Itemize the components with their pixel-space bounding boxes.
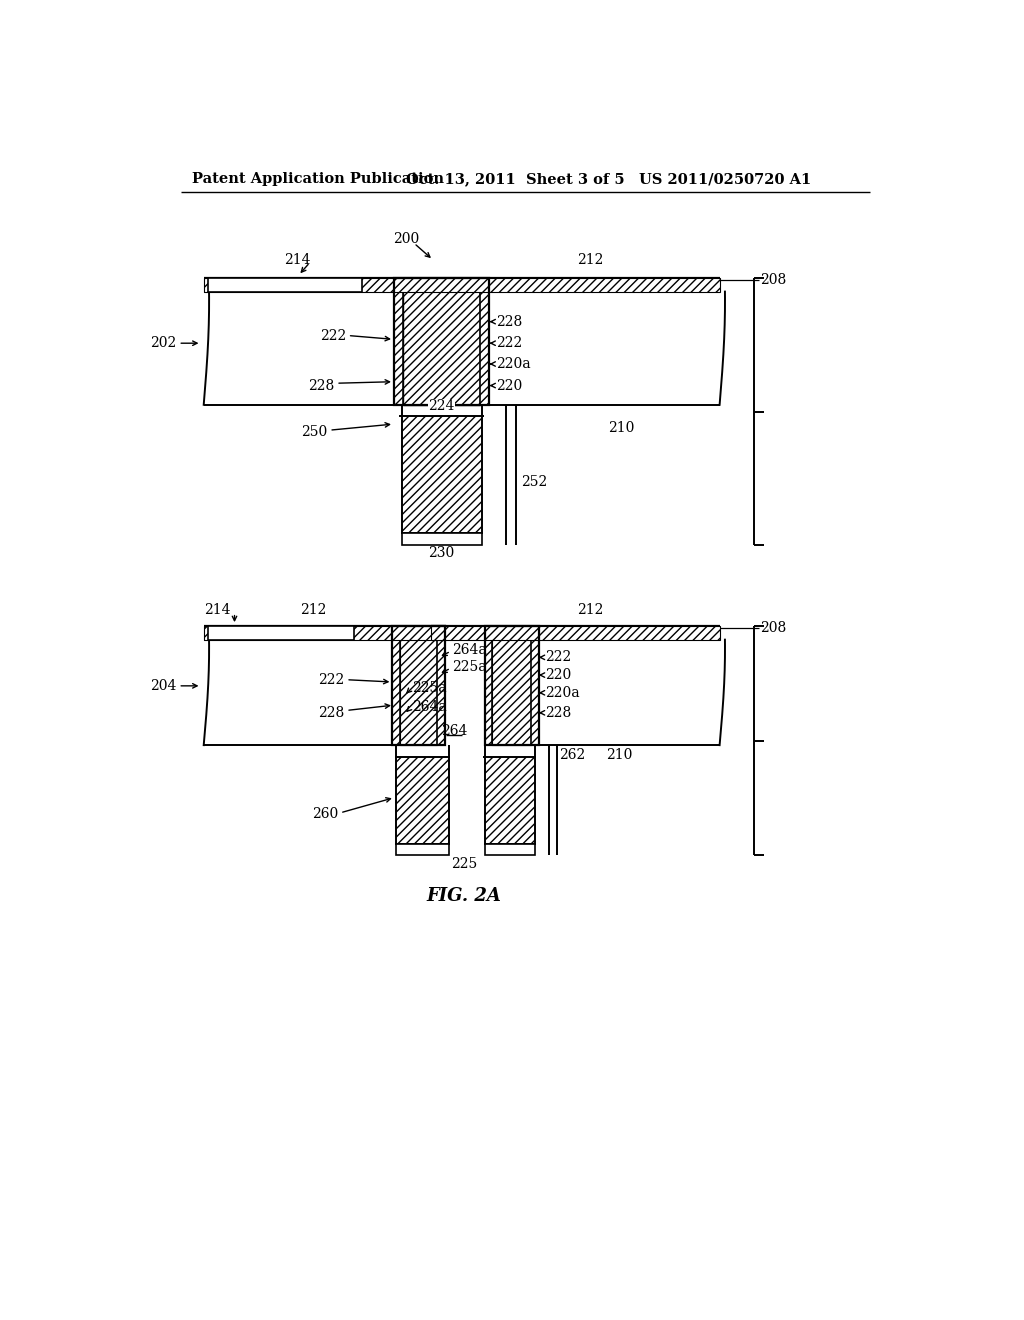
Text: 220a: 220a bbox=[497, 356, 530, 371]
Text: 225a: 225a bbox=[453, 660, 487, 673]
Text: 210: 210 bbox=[608, 421, 634, 434]
Text: 222: 222 bbox=[319, 329, 346, 342]
Text: 212: 212 bbox=[578, 253, 603, 267]
Text: 212: 212 bbox=[300, 603, 327, 618]
Bar bbox=[493, 626, 531, 744]
Text: 210: 210 bbox=[606, 748, 633, 762]
Text: 220a: 220a bbox=[545, 686, 580, 700]
Bar bbox=[531, 626, 539, 744]
Text: FIG. 2A: FIG. 2A bbox=[427, 887, 502, 906]
Text: 260: 260 bbox=[312, 808, 339, 821]
Text: 200: 200 bbox=[393, 232, 420, 247]
Bar bbox=[396, 756, 449, 845]
Text: 225a: 225a bbox=[412, 681, 446, 696]
Text: 264a: 264a bbox=[412, 700, 446, 714]
Text: 225: 225 bbox=[451, 858, 477, 871]
Bar bbox=[484, 626, 493, 744]
Text: 224: 224 bbox=[428, 400, 455, 413]
Bar bbox=[431, 626, 720, 640]
Bar bbox=[392, 626, 400, 744]
Text: 212: 212 bbox=[578, 603, 603, 618]
Text: 222: 222 bbox=[318, 673, 345, 686]
Bar bbox=[484, 756, 535, 845]
Text: 220: 220 bbox=[497, 379, 522, 392]
Bar bbox=[208, 626, 354, 640]
Text: 220: 220 bbox=[545, 668, 571, 682]
Text: US 2011/0250720 A1: US 2011/0250720 A1 bbox=[639, 172, 811, 186]
Bar bbox=[204, 277, 720, 292]
Text: 228: 228 bbox=[545, 706, 571, 719]
Text: 262: 262 bbox=[559, 748, 586, 762]
Bar bbox=[437, 626, 444, 744]
Text: 204: 204 bbox=[151, 678, 177, 693]
Bar bbox=[394, 277, 403, 405]
Bar bbox=[396, 845, 449, 855]
Text: 264a: 264a bbox=[453, 643, 487, 656]
Bar bbox=[204, 626, 446, 640]
Text: 252: 252 bbox=[521, 475, 547, 488]
Text: Oct. 13, 2011  Sheet 3 of 5: Oct. 13, 2011 Sheet 3 of 5 bbox=[407, 172, 625, 186]
Text: 222: 222 bbox=[545, 651, 571, 664]
Bar bbox=[484, 626, 539, 744]
Bar bbox=[400, 626, 437, 744]
Text: 202: 202 bbox=[151, 337, 177, 350]
Text: 208: 208 bbox=[761, 622, 786, 635]
Text: 228: 228 bbox=[497, 314, 522, 329]
Text: 214: 214 bbox=[285, 253, 311, 267]
Bar bbox=[392, 626, 444, 744]
Bar bbox=[480, 277, 489, 405]
Bar bbox=[484, 845, 535, 855]
Bar bbox=[403, 277, 480, 405]
Text: 228: 228 bbox=[308, 379, 335, 392]
Text: Patent Application Publication: Patent Application Publication bbox=[193, 172, 444, 186]
Text: 228: 228 bbox=[318, 706, 345, 719]
Text: 264: 264 bbox=[440, 725, 467, 738]
Bar bbox=[394, 277, 489, 405]
Text: 250: 250 bbox=[301, 425, 327, 438]
Text: 214: 214 bbox=[204, 603, 230, 618]
Text: 208: 208 bbox=[761, 273, 786, 286]
Bar bbox=[208, 277, 361, 292]
Bar bbox=[401, 416, 481, 533]
Text: 230: 230 bbox=[428, 545, 455, 560]
Text: 222: 222 bbox=[497, 337, 522, 350]
Bar bbox=[401, 533, 481, 545]
